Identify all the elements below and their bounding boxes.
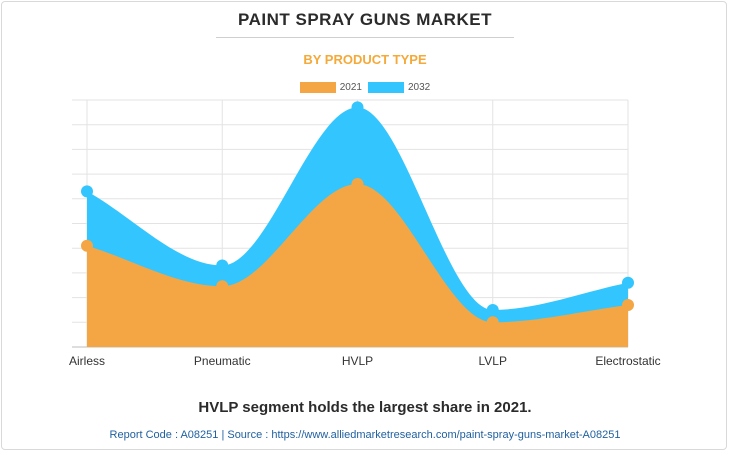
point-2032-lvlp (486, 303, 499, 316)
legend: 2021 2032 (0, 80, 730, 94)
point-2032-airless (81, 185, 93, 198)
x-tick-label: Electrostatic (595, 354, 660, 368)
title-divider (216, 37, 514, 38)
headline-text: HVLP segment holds the largest share in … (198, 399, 532, 416)
point-2032-pneumatic (216, 259, 229, 272)
point-2021-pneumatic (216, 280, 229, 293)
series-areas (87, 107, 628, 347)
x-tick-label: LVLP (479, 354, 507, 368)
legend-item-2021[interactable]: 2021 (299, 81, 362, 93)
legend-swatch-2032 (368, 81, 404, 93)
x-tick-label: Pneumatic (194, 354, 251, 368)
x-tick-label: HVLP (342, 354, 373, 368)
point-2021-hvlp (351, 177, 364, 190)
point-2032-electrostatic (622, 276, 634, 289)
legend-swatch-2021 (299, 81, 336, 93)
data-points (81, 101, 634, 329)
legend-label-2021: 2021 (339, 81, 362, 93)
source-line[interactable]: Report Code : A08251 | Source : https://… (109, 429, 621, 441)
chart-title: PAINT SPRAY GUNS MARKET (238, 10, 492, 29)
point-2021-electrostatic (622, 299, 634, 312)
point-2032-hvlp (351, 101, 364, 114)
legend-item-2032[interactable]: 2032 (368, 81, 431, 93)
legend-label-2032: 2032 (408, 81, 431, 93)
point-2021-airless (81, 239, 93, 252)
point-2021-lvlp (486, 316, 499, 329)
area-series-2021 (87, 183, 628, 347)
chart-subtitle: BY PRODUCT TYPE (303, 52, 427, 67)
x-tick-label: Airless (69, 354, 105, 368)
x-tick-labels: Airless Pneumatic HVLP LVLP Electrostatic (69, 354, 661, 368)
